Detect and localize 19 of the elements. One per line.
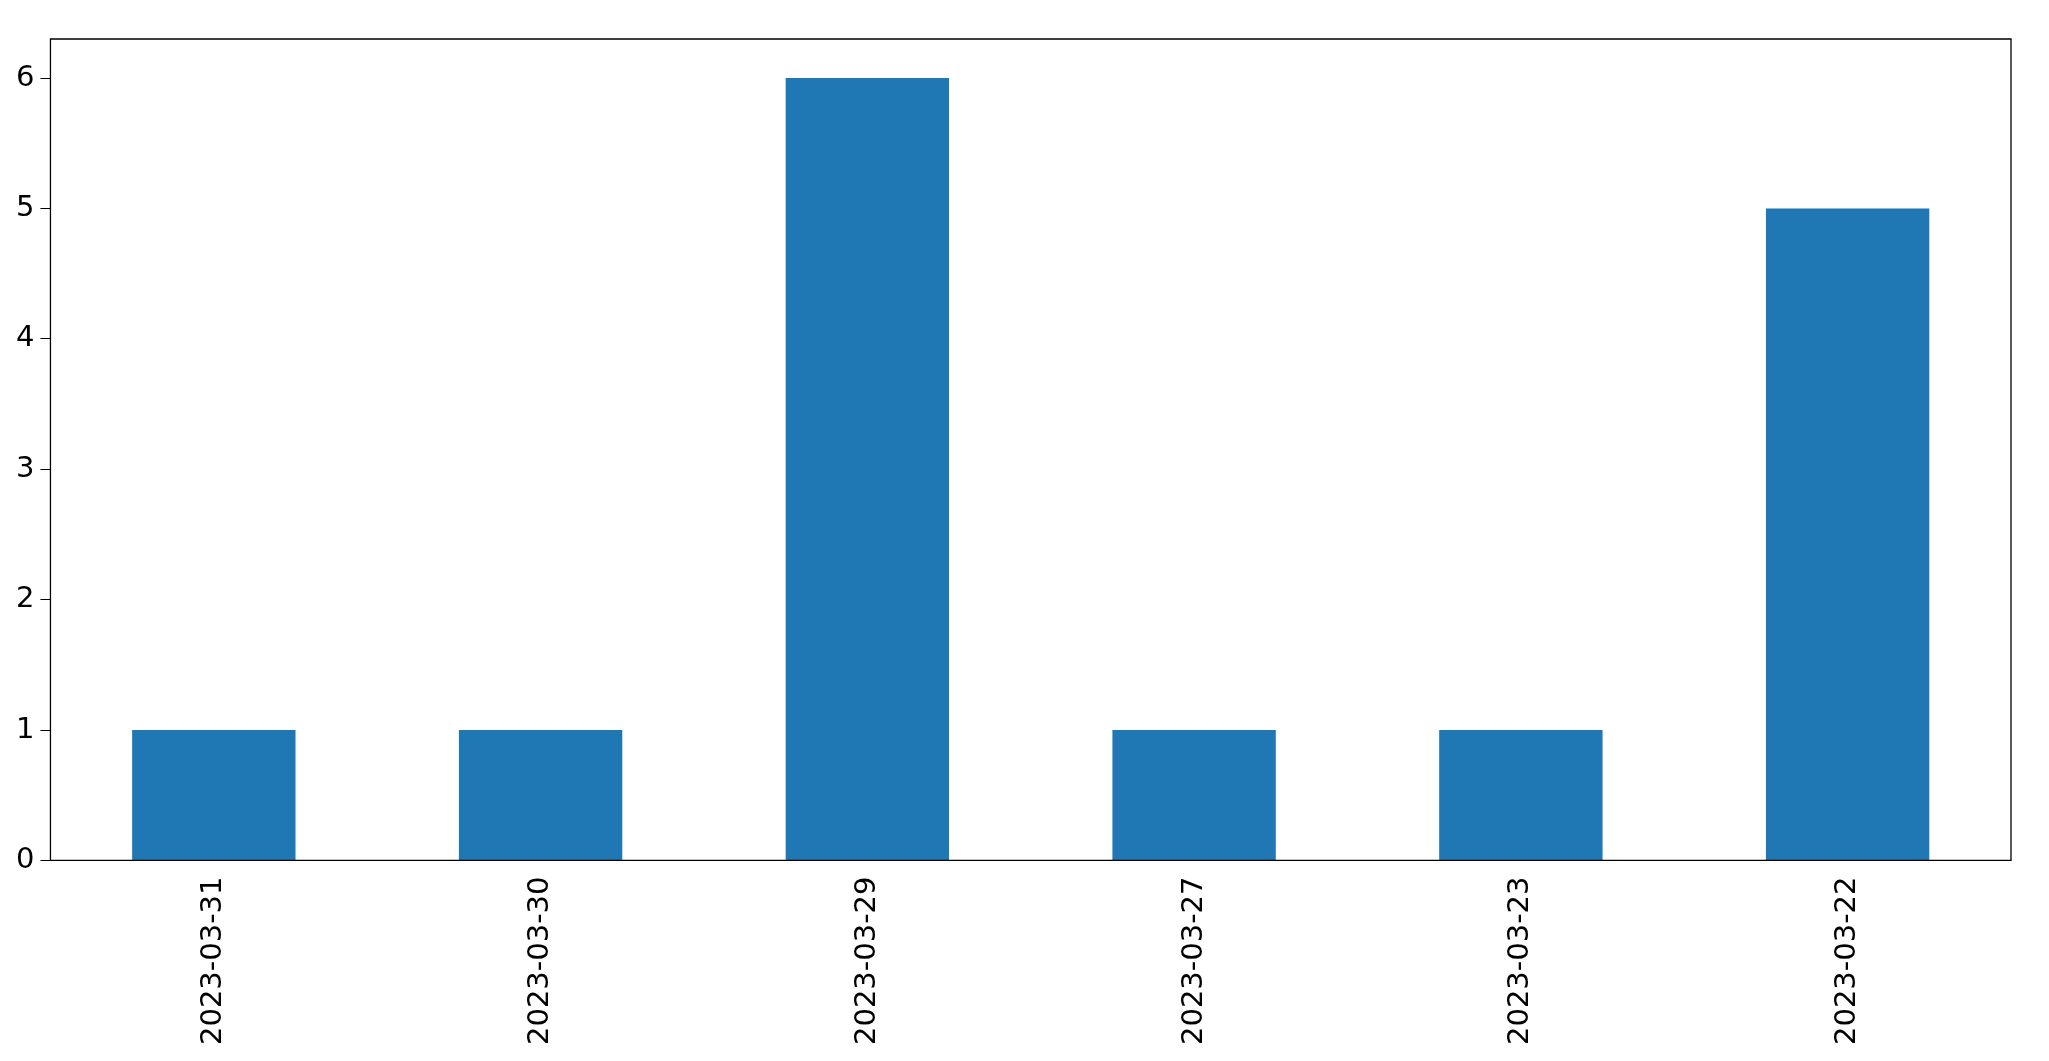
x-tick-label: 2023-03-30 (521, 876, 556, 1046)
bar (132, 730, 296, 860)
y-tick-label: 6 (16, 58, 35, 93)
bar (1112, 730, 1276, 860)
y-tick-label: 2 (16, 580, 35, 615)
y-tick-label: 5 (16, 189, 35, 224)
x-tick-label: 2023-03-31 (194, 876, 229, 1046)
x-tick-label: 2023-03-27 (1174, 876, 1209, 1046)
bar (1439, 730, 1603, 860)
y-tick-label: 0 (16, 841, 35, 875)
x-tick-label: 2023-03-23 (1501, 876, 1536, 1046)
y-tick-label: 3 (16, 449, 35, 484)
x-tick-label: 2023-03-22 (1828, 876, 1863, 1046)
bar (1765, 208, 1930, 860)
y-tick-label: 4 (16, 319, 35, 354)
y-tick-label: 1 (16, 710, 35, 745)
bar (458, 730, 623, 860)
x-tick-label: 2023-03-29 (847, 876, 882, 1046)
bar (785, 78, 950, 860)
